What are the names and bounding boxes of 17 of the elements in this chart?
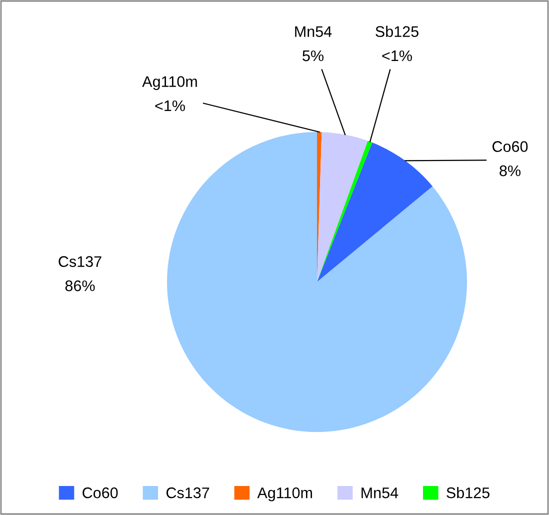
slice-label: Cs137 (58, 256, 102, 267)
data-label: 8% (500, 165, 520, 176)
slice-label: Ag110m (142, 76, 197, 90)
legend-label: Ag110m (257, 487, 312, 502)
legend-label: Co60 (82, 487, 118, 498)
pie-slice (167, 132, 467, 432)
pie-slice (317, 142, 433, 282)
data-label: <1% (382, 50, 412, 62)
data-label: 86% (65, 280, 95, 292)
slice-label: Mn54 (295, 26, 332, 37)
data-label: 5% (302, 50, 324, 62)
slice-label: Sb125 (376, 26, 418, 37)
slice-label: Co60 (492, 141, 528, 152)
legend-label: Sb125 (446, 487, 490, 498)
legend-label: Cs137 (166, 487, 210, 498)
legend-label: Mn54 (362, 488, 398, 498)
data-label: <1% (155, 100, 185, 112)
